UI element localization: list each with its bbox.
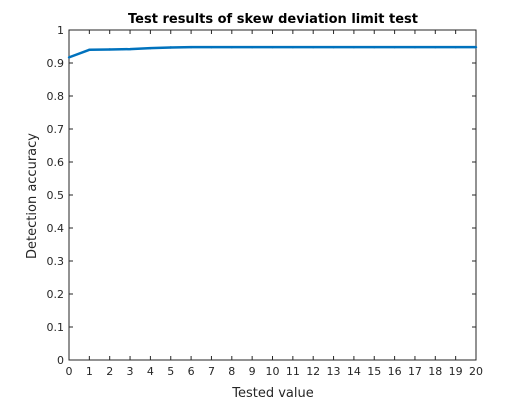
y-tick-label: 0.1	[47, 321, 65, 334]
y-tick-label: 1	[57, 24, 64, 37]
plot-area: 0 1 2 3 4 5 6 7 8 9 10 11 12 13 14 15 16 17 18 19 2000.10.20…	[47, 24, 484, 378]
x-tick-label: 10	[266, 365, 280, 378]
axes-box	[68, 29, 477, 361]
data-point	[434, 45, 437, 49]
data-point	[128, 47, 132, 51]
x-tick-label: 2	[106, 365, 113, 378]
x-tick-label: 3	[127, 365, 134, 378]
data-point	[189, 45, 193, 49]
data-point	[373, 45, 376, 49]
x-tick-label: 4	[147, 365, 154, 378]
x-tick-label: 5	[167, 365, 174, 378]
x-tick-label: 19	[449, 365, 463, 378]
y-tick-label: 0.9	[47, 57, 65, 70]
data-point	[67, 56, 71, 59]
x-tick-label: 15	[367, 365, 381, 378]
x-tick-label: 7	[208, 365, 215, 378]
y-tick-label: 0.2	[47, 288, 65, 301]
x-tick-label: 16	[388, 365, 402, 378]
x-tick-label: 11	[286, 365, 300, 378]
y-tick-label: 0.7	[47, 123, 65, 136]
data-point	[332, 45, 335, 49]
y-axis-label: Detection accuracy	[25, 133, 40, 259]
x-tick-label: 20	[469, 365, 483, 378]
x-tick-label: 17	[408, 365, 422, 378]
data-point	[88, 48, 91, 51]
data-point	[413, 45, 417, 49]
x-axis-label: Tested value	[231, 386, 314, 401]
y-tick-label: 0.3	[47, 255, 65, 268]
x-tick-label: 12	[306, 365, 320, 378]
data-point	[149, 46, 152, 50]
data-point	[230, 45, 233, 49]
x-tick-label: 9	[249, 365, 256, 378]
y-tick-label: 0.8	[47, 90, 65, 103]
chart-title: Test results of skew deviation limit tes…	[128, 12, 418, 27]
x-tick-label: 6	[188, 365, 195, 378]
y-tick-label: 0	[57, 354, 64, 367]
y-tick-label: 0.5	[47, 189, 65, 202]
y-tick-label: 0.4	[47, 222, 65, 235]
data-point	[250, 45, 254, 49]
data-point	[474, 45, 478, 49]
data-point	[210, 45, 213, 49]
x-tick-label: 14	[347, 365, 361, 378]
data-point	[312, 45, 315, 49]
x-tick-label: 0	[66, 365, 73, 378]
x-tick-label: 8	[228, 365, 235, 378]
data-point	[271, 45, 274, 49]
data-point	[169, 46, 172, 49]
data-point	[352, 45, 356, 49]
data-point	[393, 45, 396, 49]
data-point	[291, 45, 295, 49]
x-tick-label: 13	[327, 365, 341, 378]
x-tick-label: 1	[86, 365, 93, 378]
x-tick-label: 18	[428, 365, 442, 378]
data-point	[108, 48, 111, 51]
data-point	[454, 45, 457, 49]
y-tick-label: 0.6	[47, 156, 65, 169]
